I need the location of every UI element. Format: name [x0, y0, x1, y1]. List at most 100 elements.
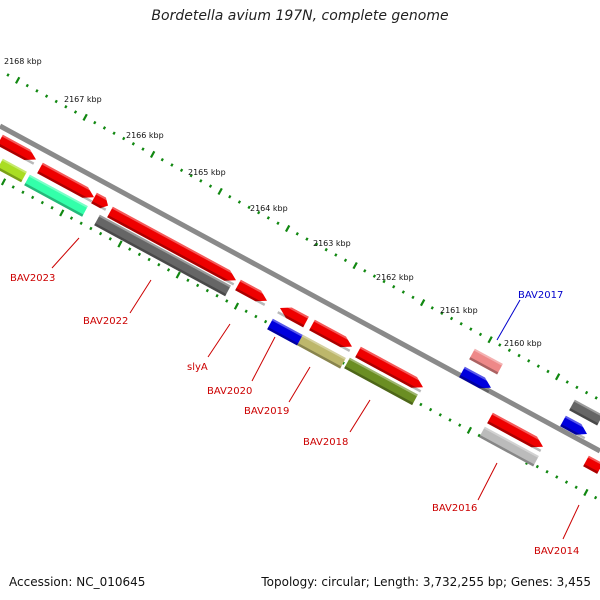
minor-tick	[392, 284, 396, 289]
minor-tick	[438, 413, 442, 417]
minor-tick	[93, 120, 97, 125]
minor-tick	[314, 242, 319, 247]
minor-tick	[73, 110, 78, 114]
minor-tick	[477, 433, 481, 438]
major-tick	[82, 113, 88, 121]
minor-tick	[79, 221, 83, 226]
gene-feature	[297, 334, 346, 369]
minor-tick	[40, 200, 44, 205]
leader-line	[51, 237, 80, 269]
accession-text: Accession: NC_010645	[9, 575, 146, 589]
scale-tick-label: 2164 kbp	[250, 204, 288, 213]
leader-line	[207, 323, 231, 358]
gene-feature	[487, 412, 546, 452]
gene-feature	[37, 162, 97, 203]
minor-tick	[196, 283, 200, 288]
minor-tick	[54, 99, 58, 104]
gene-feature	[469, 348, 503, 375]
minor-tick	[382, 279, 386, 284]
minor-tick	[89, 226, 93, 231]
gene-feature	[235, 279, 270, 306]
label-leaders	[51, 237, 580, 540]
minor-tick	[215, 294, 219, 298]
major-tick	[14, 76, 21, 84]
minor-tick	[25, 83, 29, 88]
minor-tick	[225, 299, 229, 303]
minor-tick	[440, 311, 444, 315]
minor-tick	[593, 495, 598, 500]
genome-stats-text: Topology: circular; Length: 3,732,255 bp…	[261, 575, 591, 589]
major-tick	[117, 240, 123, 248]
gene-label-bav2023: BAV2023	[10, 273, 55, 284]
minor-tick	[458, 423, 462, 427]
scale-tick-label: 2165 kbp	[188, 168, 226, 177]
minor-tick	[102, 126, 107, 130]
minor-tick	[527, 359, 531, 363]
gene-label-bav2018: BAV2018	[303, 437, 348, 448]
minor-tick	[166, 268, 171, 272]
minor-tick	[131, 142, 135, 146]
major-tick	[233, 302, 240, 310]
minor-tick	[31, 195, 35, 200]
minor-tick	[137, 252, 142, 257]
minor-tick	[343, 258, 348, 263]
gene-feature	[267, 318, 303, 346]
minor-tick	[546, 369, 550, 374]
minor-tick	[449, 316, 454, 321]
gene-label-bav2019: BAV2019	[244, 406, 289, 417]
minor-tick	[228, 194, 232, 199]
leader-line	[129, 279, 152, 314]
gene-label-bav2016: BAV2016	[432, 503, 477, 514]
leader-line	[288, 366, 311, 403]
major-tick	[487, 336, 493, 344]
major-tick	[419, 299, 426, 307]
minor-tick	[507, 348, 512, 353]
minor-tick	[179, 168, 184, 173]
leader-line	[349, 399, 371, 433]
minor-tick	[44, 94, 49, 98]
gene-feature	[94, 214, 231, 297]
minor-tick	[324, 247, 328, 252]
map-title: Bordetella avium 197N, complete genome	[151, 8, 449, 24]
minor-tick	[141, 147, 145, 151]
minor-tick	[555, 475, 559, 479]
scale-tick-labels: 2168 kbp 2167 kbp 2166 kbp 2165 kbp 2164 kbp…	[4, 57, 542, 348]
minor-tick	[565, 380, 569, 384]
minor-tick	[478, 332, 483, 337]
gene-feature	[560, 415, 590, 440]
minor-tick	[419, 402, 423, 407]
minor-tick	[430, 306, 434, 310]
minor-tick	[448, 418, 452, 422]
scale-tick-label: 2160 kbp	[504, 339, 542, 348]
minor-tick	[498, 343, 502, 347]
gene-feature	[309, 319, 355, 352]
major-tick	[583, 488, 589, 497]
leader-line	[477, 462, 498, 501]
minor-tick	[341, 361, 345, 365]
genome-backbone	[0, 123, 600, 454]
minor-tick	[160, 157, 164, 162]
minor-tick	[50, 206, 54, 210]
gene-feature	[459, 366, 494, 393]
minor-tick	[263, 319, 268, 324]
gene-feature	[91, 192, 111, 211]
scale-tick-label: 2162 kbp	[376, 273, 414, 282]
major-tick	[466, 426, 473, 434]
gene-label-slya: slyA	[187, 362, 208, 373]
minor-tick	[199, 179, 203, 183]
minor-tick	[128, 247, 132, 251]
minor-tick	[208, 184, 213, 188]
gene-feature	[355, 346, 426, 393]
gene-label-bav2014: BAV2014	[534, 546, 579, 557]
gene-label-bav2022: BAV2022	[83, 316, 128, 327]
minor-tick	[536, 364, 540, 368]
minor-tick	[64, 105, 68, 109]
gene-features	[0, 134, 600, 474]
minor-tick	[11, 185, 15, 189]
minor-tick	[517, 353, 521, 358]
gene-feature	[0, 134, 39, 165]
gene-feature	[479, 426, 539, 467]
major-tick	[0, 178, 7, 186]
minor-tick	[295, 232, 299, 236]
